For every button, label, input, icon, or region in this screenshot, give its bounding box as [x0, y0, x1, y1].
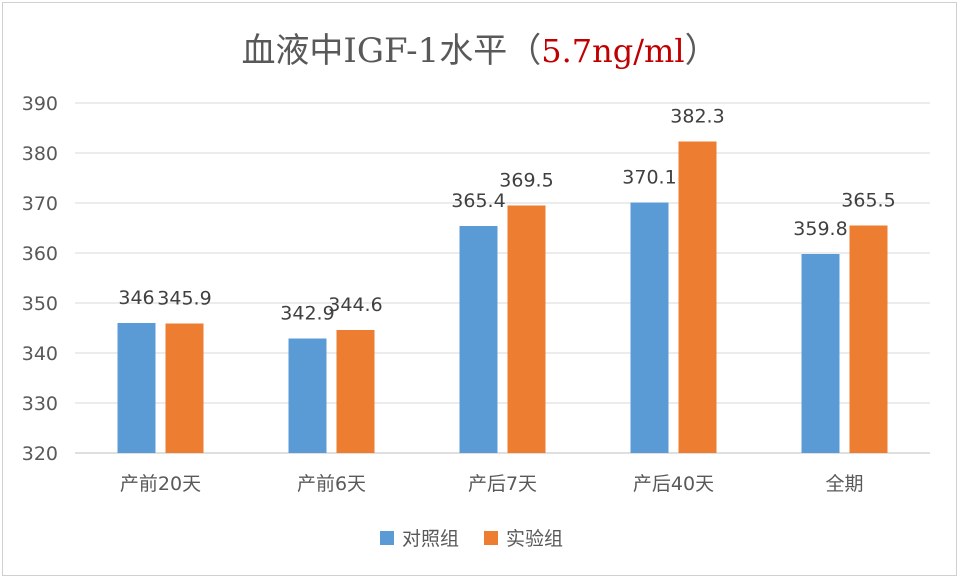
y-tick-label: 340 — [22, 343, 58, 365]
gridlines — [75, 102, 930, 454]
legend: 对照组 实验组 — [380, 528, 563, 550]
x-category-label: 全期 — [825, 473, 863, 495]
y-tick-label: 320 — [22, 443, 58, 465]
legend-swatch — [484, 531, 498, 545]
y-tick-label: 390 — [22, 93, 58, 115]
data-label: 342.9 — [280, 303, 334, 325]
x-axis-categories: 产前20天 产前6天 产后7天 产后40天 全期 — [120, 473, 864, 495]
chart-title-main: 血液中IGF-1水平（ — [241, 31, 541, 71]
x-category-label: 产后40天 — [633, 473, 714, 495]
y-tick-label: 380 — [22, 143, 58, 165]
bar-control — [117, 323, 156, 453]
data-label: 369.5 — [499, 170, 553, 192]
bars — [117, 141, 888, 453]
data-label: 346 — [118, 287, 154, 309]
bar-experiment — [336, 330, 375, 453]
data-label: 359.8 — [793, 218, 847, 240]
data-label: 370.1 — [622, 167, 676, 189]
data-label: 345.9 — [157, 288, 211, 310]
chart-title-suffix: ） — [685, 31, 719, 71]
x-category-label: 产前20天 — [120, 473, 201, 495]
bar-experiment — [507, 205, 546, 453]
y-axis-ticks: 320 330 340 350 360 370 380 390 — [22, 93, 58, 465]
legend-swatch — [380, 531, 394, 545]
bar-control — [630, 202, 669, 453]
bar-experiment — [678, 141, 717, 453]
legend-label: 对照组 — [402, 528, 459, 550]
data-label: 365.4 — [451, 190, 505, 212]
bar-experiment — [849, 225, 888, 453]
chart-title-accent: 5.7ng/ml — [541, 32, 684, 70]
data-label: 365.5 — [841, 190, 895, 212]
bar-control — [459, 226, 498, 453]
y-tick-label: 330 — [22, 393, 58, 415]
y-tick-label: 360 — [22, 243, 58, 265]
bar-control — [288, 338, 327, 453]
data-label: 382.3 — [670, 106, 724, 128]
x-category-label: 产后7天 — [468, 473, 537, 495]
legend-label: 实验组 — [506, 528, 563, 550]
bar-control — [801, 254, 840, 453]
y-tick-label: 350 — [22, 293, 58, 315]
chart-title: 血液中IGF-1水平（5.7ng/ml） — [241, 31, 718, 71]
bar-experiment — [165, 323, 204, 453]
data-label: 344.6 — [328, 294, 382, 316]
y-tick-label: 370 — [22, 193, 58, 215]
x-category-label: 产前6天 — [297, 473, 366, 495]
